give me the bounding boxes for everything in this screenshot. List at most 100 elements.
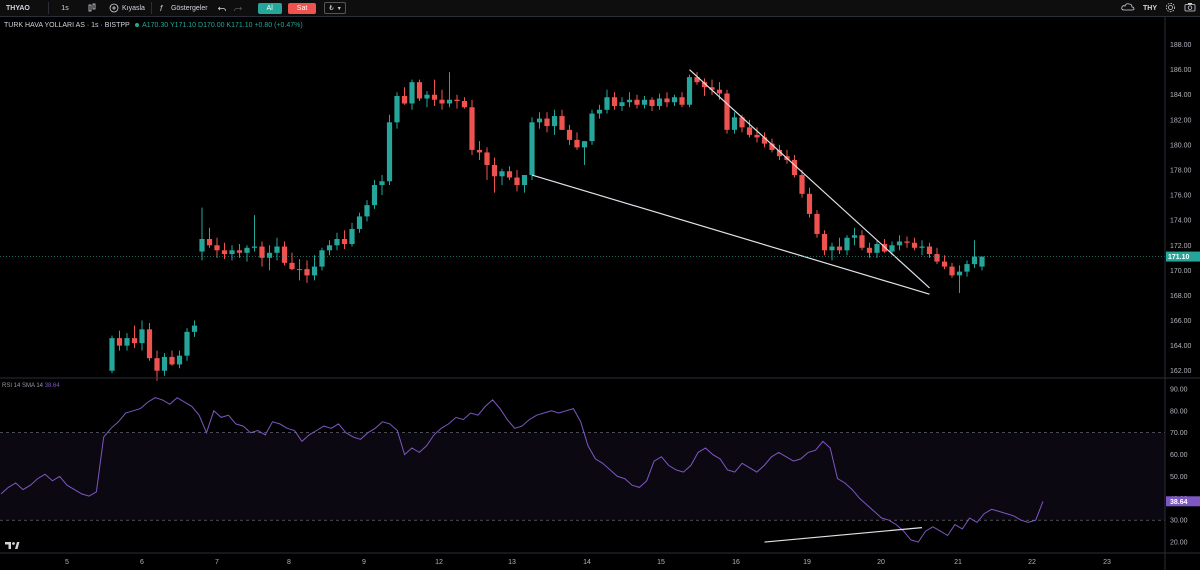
candle: [116, 330, 123, 351]
rsi-tick-label: 20.00: [1170, 540, 1188, 547]
svg-text:f: f: [160, 4, 163, 13]
candle: [979, 256, 985, 271]
candle-body: [934, 254, 940, 262]
currency-value: ₺: [329, 5, 334, 12]
candle: [626, 92, 633, 108]
gear-icon[interactable]: [1165, 2, 1176, 15]
account-label[interactable]: THY: [1143, 4, 1157, 12]
candle: [394, 92, 400, 129]
toolbar-right: THY: [1121, 0, 1196, 16]
candle: [776, 144, 783, 160]
time-tick-label: 9: [362, 559, 366, 566]
sell-button[interactable]: Sat: [287, 2, 317, 14]
rsi-tick-label: 50.00: [1170, 474, 1188, 481]
candle-body: [821, 233, 828, 251]
candles-icon: [88, 3, 96, 12]
candle: [439, 89, 445, 110]
candle-style-button[interactable]: [81, 0, 103, 16]
candle: [551, 109, 558, 135]
candle: [371, 180, 378, 209]
undo-button[interactable]: [214, 0, 230, 16]
price-axis[interactable]: 188.00 186.00 184.00 182.00 180.00 178.00 176.…: [1166, 42, 1200, 375]
cloud-icon[interactable]: [1121, 2, 1135, 14]
tradingview-logo[interactable]: [4, 540, 20, 552]
price-tick-label: 164.00: [1170, 343, 1192, 350]
time-tick-label: 12: [435, 559, 443, 566]
candle: [304, 260, 310, 283]
camera-icon[interactable]: [1184, 2, 1196, 14]
candle: [431, 79, 438, 107]
rsi-label: RSI 14 SMA 14: [2, 383, 44, 389]
candle: [919, 240, 925, 256]
candle: [701, 78, 708, 96]
candle-body: [904, 241, 910, 243]
candle-body: [506, 171, 513, 178]
candle-body: [566, 129, 573, 140]
indicators-label: Göstergeler: [170, 4, 208, 12]
candle: [829, 242, 835, 261]
candle-body: [761, 137, 768, 144]
candle-body: [446, 99, 453, 104]
candle: [536, 112, 543, 129]
top-toolbar: THYAO 1s Kıyasla f Göstergeler Al Sat ₺ …: [0, 0, 1200, 17]
redo-button[interactable]: [230, 0, 246, 16]
interval-selector[interactable]: 1s: [61, 4, 69, 12]
legend-ohlc: A170.30 Y171.10 D170.00 K171.10 +0.80 (+…: [142, 22, 303, 29]
time-tick-label: 7: [215, 559, 219, 566]
price-tick-label: 180.00: [1170, 142, 1192, 149]
candle-body: [401, 95, 408, 104]
currency-select[interactable]: ₺ ▾: [324, 2, 346, 14]
indicators-button[interactable]: f Göstergeler: [152, 0, 214, 16]
candle: [326, 240, 333, 256]
candle-body: [484, 152, 490, 165]
compare-button[interactable]: Kıyasla: [103, 0, 151, 16]
candle: [664, 92, 670, 108]
price-tick-label: 188.00: [1170, 42, 1192, 49]
price-tick-label: 176.00: [1170, 193, 1192, 200]
candle: [634, 94, 640, 109]
candle: [746, 119, 753, 138]
candle: [124, 333, 130, 351]
candle-body: [574, 139, 580, 148]
candle: [229, 245, 235, 261]
candle-body: [626, 99, 633, 103]
candle: [836, 237, 843, 255]
candle-body: [139, 329, 145, 344]
candle-body: [551, 116, 558, 127]
candle-body: [634, 99, 640, 105]
candle-body: [656, 98, 663, 107]
candle-body: [461, 101, 468, 108]
candle-body: [589, 113, 595, 142]
candle: [791, 154, 798, 178]
time-tick-label: 19: [803, 559, 811, 566]
symbol-search[interactable]: THYAO: [6, 4, 30, 12]
candle: [191, 320, 198, 337]
price-tick-label: 174.00: [1170, 218, 1192, 225]
buy-button[interactable]: Al: [257, 2, 282, 14]
candle: [206, 227, 213, 248]
candle-body: [731, 117, 738, 130]
price-tick-label: 166.00: [1170, 318, 1192, 325]
time-axis[interactable]: 5 6 7 8 9 12 13 14 15 16 19 20 21 22 23: [65, 559, 1111, 566]
lower-wedge-line: [531, 174, 930, 295]
rsi-value-tag-label: 38.64: [1170, 499, 1188, 506]
candle-body: [146, 329, 153, 359]
time-tick-label: 16: [732, 559, 740, 566]
candle: [161, 353, 168, 376]
rsi-pane: [0, 397, 1165, 543]
candle: [641, 95, 648, 109]
candle: [424, 90, 430, 108]
rsi-support-line: [764, 527, 923, 543]
rsi-axis[interactable]: 90.0080.0070.0060.0050.0040.0030.0020.00…: [1166, 386, 1200, 547]
candle-body: [259, 246, 265, 258]
candle-body: [236, 250, 243, 253]
candle-body: [739, 117, 745, 128]
time-tick-label: 21: [954, 559, 962, 566]
candle-body: [311, 266, 318, 276]
candle-body: [619, 102, 625, 107]
time-tick-label: 13: [508, 559, 516, 566]
candle-body: [679, 97, 685, 105]
candle-body: [641, 99, 648, 105]
candle: [349, 222, 355, 247]
